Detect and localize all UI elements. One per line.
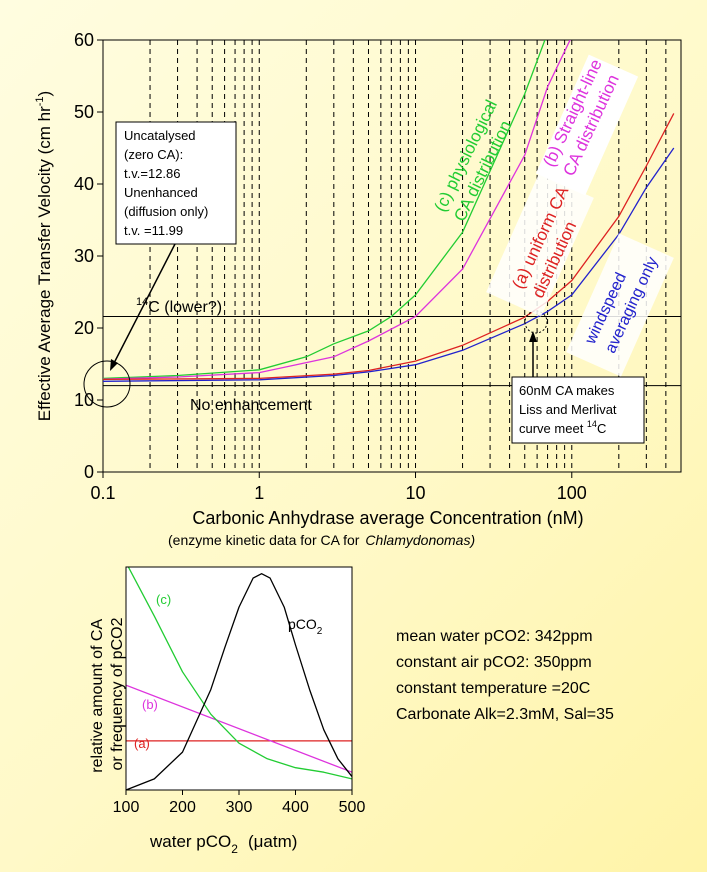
- ca-60nm-box: [511, 376, 645, 444]
- series-label-b: (b): [142, 697, 158, 712]
- uncatalysed-line-5: (diffusion only): [124, 204, 208, 219]
- x-tick-label-100: 100: [557, 483, 587, 503]
- uncatalysed-line-4: Unenhanced: [124, 185, 198, 200]
- distribution-chart-series: [126, 567, 352, 790]
- main-chart-y-label: Effective Average Transfer Velocity (cm …: [34, 91, 54, 421]
- uncatalysed-circle: [83, 360, 131, 408]
- x2-tick-label-300: 300: [226, 799, 253, 816]
- series-line-c-physiological-ca-distribution: [103, 40, 546, 380]
- no-enhancement-label: No enhancement: [190, 397, 312, 414]
- y-tick-label-40: 40: [74, 174, 94, 194]
- series-line-a-uniform-ca-distribution: [103, 113, 675, 381]
- main-chart-x-label: Carbonic Anhydrase average Concentration…: [192, 508, 583, 528]
- physiological-annotation: (c) physiological CA distribution: [431, 93, 523, 225]
- distribution-chart-y-label: relative amount of CA or frequency of pC…: [89, 615, 126, 772]
- distribution-chart-x-label: water pCO2 (μatm): [149, 832, 297, 856]
- conditions-panel: mean water pCO2: 342ppm constant air pCO…: [396, 624, 696, 728]
- series-label-pco2: pCO2: [288, 616, 323, 637]
- y-tick-label-10: 10: [74, 390, 94, 410]
- windspeed-annotation-bg: [566, 233, 674, 377]
- series-label-c: (c): [156, 592, 171, 607]
- distribution-chart-x-ticks: 100 200 300 400 500: [113, 790, 366, 816]
- series-line-b-straight-line-ca-distribution: [103, 40, 571, 380]
- distribution-line-pco2: [126, 573, 352, 790]
- y-tick-label-60: 60: [74, 30, 94, 50]
- main-chart: 0.1 1 10 100 0 10 20 30 40 50 60 Effective Averag…: [34, 30, 682, 548]
- x2-tick-label-200: 200: [169, 799, 196, 816]
- uncatalysed-arrowhead: [110, 359, 118, 371]
- svg-text:60nM CA makes Liss and: 60nM CA makes Liss and Merlivat curve me…: [519, 383, 620, 436]
- y-tick-label-20: 20: [74, 318, 94, 338]
- x2-tick-label-400: 400: [282, 799, 309, 816]
- svg-text:Uncatalysed (zero CA):: Uncatalysed (zero CA): t.v.=12.86 Unenha…: [124, 128, 212, 238]
- uncatalysed-line-1: Uncatalysed: [124, 128, 196, 143]
- main-chart-series: [103, 40, 675, 382]
- y-tick-label-50: 50: [74, 102, 94, 122]
- main-chart-x-note: (enzyme kinetic data for CA for Chlamydon…: [168, 532, 475, 548]
- info-temperature: constant temperature =20C: [396, 680, 591, 697]
- distribution-line-b: [126, 684, 352, 773]
- distribution-line-c: [127, 567, 352, 780]
- x-tick-label-1: 1: [254, 483, 264, 503]
- uncatalysed-callout: Uncatalysed (zero CA): t.v.=12.86 Unenha…: [83, 121, 237, 408]
- ca-60nm-line-3: curve meet 14C: [519, 419, 606, 436]
- x2-tick-label-500: 500: [339, 799, 366, 816]
- uniform-annotation-bg: [486, 173, 594, 317]
- ca-60nm-arrowhead: [529, 331, 537, 342]
- x-tick-label-10: 10: [406, 483, 426, 503]
- main-chart-x-ticks: 0.1 1 10 100: [90, 472, 587, 503]
- uncatalysed-arrow: [111, 243, 176, 368]
- ca-60nm-circle: [524, 310, 548, 334]
- main-chart-y-ticks: 0 10 20 30 40 50 60: [74, 30, 103, 482]
- straight-line-annotation-bg: [535, 54, 639, 196]
- y-tick-label-30: 30: [74, 246, 94, 266]
- info-mean-water-pco2: mean water pCO2: 342ppm: [396, 628, 593, 645]
- series-label-a: (a): [134, 736, 150, 751]
- info-air-pco2: constant air pCO2: 350ppm: [396, 654, 592, 671]
- uncatalysed-callout-box: [115, 121, 237, 245]
- ca-60nm-line-1: 60nM CA makes: [519, 383, 615, 398]
- c14-reference-label: 14C (lower?): [136, 296, 222, 316]
- ca-60nm-line-2: Liss and Merlivat: [519, 402, 617, 417]
- series-line-windspeed-averaging-only: [103, 147, 675, 382]
- distribution-chart: 100 200 300 400 500 (c) (b) (a) pCO2 relativ…: [89, 566, 366, 856]
- x-tick-label-0-1: 0.1: [90, 483, 115, 503]
- uncatalysed-line-2: (zero CA):: [124, 147, 183, 162]
- info-alkalinity-salinity: Carbonate Alk=2.3mM, Sal=35: [396, 706, 614, 723]
- straight-line-annotation: (b) Straight-line CA distribution: [535, 54, 639, 196]
- ca-60nm-callout: 60nM CA makes Liss and Merlivat curve me…: [511, 310, 645, 444]
- x2-tick-label-100: 100: [113, 799, 140, 816]
- windspeed-annotation: windspeed averaging only: [566, 233, 674, 377]
- distribution-chart-background: [126, 567, 352, 790]
- uncatalysed-line-3: t.v.=12.86: [124, 166, 181, 181]
- uncatalysed-line-6: t.v. =11.99: [124, 223, 183, 238]
- y-tick-label-0: 0: [84, 462, 94, 482]
